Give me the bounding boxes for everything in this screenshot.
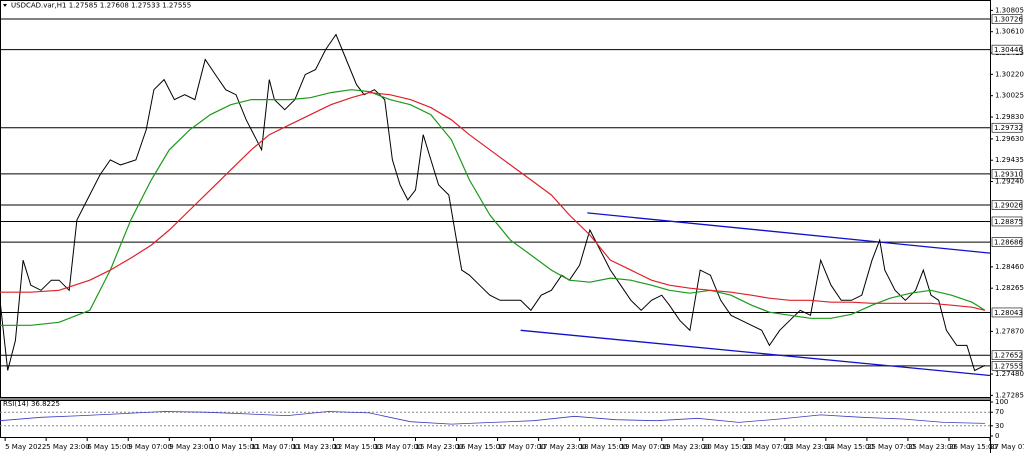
rsi-title: RSI(14) 36.8225 — [3, 400, 60, 408]
x-tick-label: 23 May 07:00 — [744, 443, 792, 451]
x-tick-label: 27 May 07:00 — [990, 443, 1024, 451]
x-tick-label: 12 May 15:00 — [333, 443, 381, 451]
rsi-y-tick-label: 0 — [995, 432, 999, 440]
x-tick-label: 5 May 2022 — [5, 443, 46, 451]
level-label: 1.28875 — [994, 218, 1023, 226]
y-tick-label: 1.30805 — [995, 6, 1024, 14]
x-tick-label: 16 May 15:00 — [457, 443, 505, 451]
x-tick-label: 5 May 23:00 — [46, 443, 90, 451]
x-tick-label: 20 May 15:00 — [703, 443, 751, 451]
y-tick-label: 1.30220 — [995, 70, 1024, 78]
y-tick-label: 1.28460 — [995, 263, 1024, 271]
level-label: 1.29026 — [994, 201, 1023, 209]
level-box — [991, 14, 1023, 24]
level-box — [991, 169, 1023, 179]
rsi-y-tick-label: 30 — [995, 422, 1004, 430]
x-tick-label: 23 May 23:00 — [785, 443, 833, 451]
y-tick-label: 1.30610 — [995, 28, 1024, 36]
level-box — [991, 361, 1023, 371]
rsi-y-tick-label: 70 — [995, 408, 1004, 416]
level-box — [991, 307, 1023, 318]
level-box — [991, 350, 1023, 361]
level-label: 1.27555 — [994, 362, 1023, 370]
y-tick-label: 1.29630 — [995, 135, 1024, 143]
x-tick-label: 19 May 07:00 — [621, 443, 669, 451]
level-box — [991, 216, 1023, 227]
x-tick-label: 15 May 23:00 — [415, 443, 463, 451]
x-tick-label: 25 May 07:00 — [867, 443, 915, 451]
y-tick-label: 1.29830 — [995, 113, 1024, 121]
trendline — [587, 212, 991, 254]
menu-arrow — [3, 4, 7, 7]
price-line — [0, 33, 986, 372]
x-tick-label: 26 May 15:00 — [949, 443, 997, 451]
y-tick-label: 1.29240 — [995, 178, 1024, 186]
y-tick-label: 1.28265 — [995, 284, 1024, 292]
panel-separator — [0, 398, 991, 400]
x-tick-label: 17 May 07:00 — [498, 443, 546, 451]
level-label: 1.28043 — [994, 309, 1023, 317]
rsi-y-tick-label: 100 — [995, 398, 1008, 406]
level-box — [991, 122, 1023, 133]
x-tick-label: 10 May 15:00 — [210, 443, 258, 451]
chart-title: USDCAD.var,H1 1.27585 1.27608 1.27533 1.… — [11, 2, 191, 10]
level-label: 1.30726 — [994, 16, 1023, 24]
rsi-line — [0, 411, 985, 425]
level-box — [991, 200, 1023, 210]
y-tick-label: 1.27870 — [995, 327, 1024, 335]
level-box — [991, 44, 1023, 55]
y-tick-label: 1.30025 — [995, 92, 1024, 100]
x-tick-label: 17 May 23:00 — [539, 443, 587, 451]
x-tick-label: 13 May 07:00 — [374, 443, 422, 451]
trendline — [520, 329, 991, 377]
x-tick-label: 24 May 15:00 — [826, 443, 874, 451]
y-tick-label: 1.27285 — [995, 391, 1024, 399]
level-label: 1.28686 — [994, 239, 1023, 247]
x-tick-label: 11 May 23:00 — [292, 443, 340, 451]
level-label: 1.27652 — [994, 352, 1023, 360]
level-box — [991, 237, 1023, 247]
y-tick-label: 1.27480 — [995, 370, 1024, 378]
y-tick-label: 1.29435 — [995, 156, 1024, 164]
level-label: 1.29310 — [994, 170, 1023, 178]
x-tick-label: 11 May 07:00 — [251, 443, 299, 451]
x-tick-label: 9 May 07:00 — [128, 443, 172, 451]
x-tick-label: 18 May 15:00 — [580, 443, 628, 451]
moving-average — [0, 89, 986, 326]
x-tick-label: 25 May 23:00 — [908, 443, 956, 451]
x-tick-label: 19 May 23:00 — [662, 443, 710, 451]
level-label: 1.30446 — [994, 46, 1023, 54]
level-label: 1.29732 — [994, 124, 1023, 132]
x-tick-label: 6 May 15:00 — [87, 443, 131, 451]
moving-average — [0, 91, 986, 311]
x-tick-label: 9 May 23:00 — [169, 443, 213, 451]
